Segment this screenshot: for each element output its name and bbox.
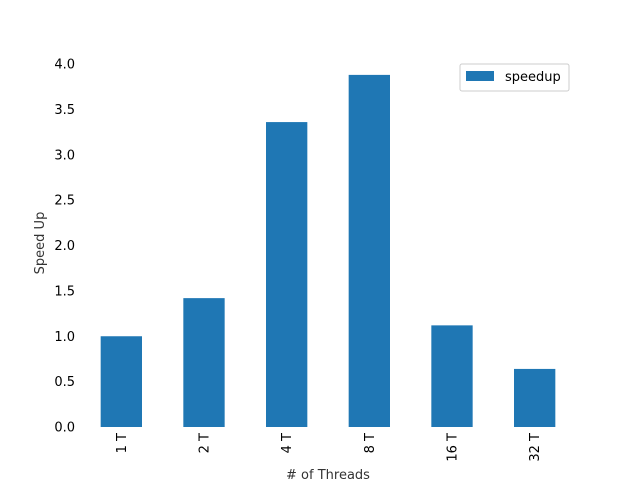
bar-4t (266, 122, 308, 427)
y-axis-label: Speed Up (33, 212, 48, 275)
bar-32t (514, 368, 556, 427)
x-axis-label: # of Threads (286, 468, 370, 480)
y-tick-label: 3.5 (54, 103, 75, 118)
y-tick-label: 3.0 (54, 148, 75, 163)
x-tick-label: 2 T (198, 433, 213, 453)
y-axis-ticks: 0.0 0.5 1.0 1.5 2.0 2.5 3.0 3.5 4.0 (54, 58, 75, 436)
legend-swatch (466, 71, 494, 81)
bar-1t (100, 336, 142, 427)
legend: speedup (459, 63, 570, 92)
bar-8t (348, 74, 390, 427)
legend-label: speedup (505, 70, 561, 85)
y-tick-label: 2.0 (54, 239, 75, 254)
legend-frame (459, 63, 570, 92)
x-tick-label: 32 T (528, 433, 543, 462)
bar-16t (431, 325, 473, 427)
y-tick-label: 0.5 (54, 375, 75, 390)
y-tick-label: 1.0 (54, 330, 75, 345)
x-tick-label: 16 T (446, 433, 461, 462)
y-tick-label: 1.5 (54, 284, 75, 299)
x-axis-ticks: 1 T 2 T 4 T 8 T 16 T 32 T (115, 433, 543, 462)
x-tick-label: 1 T (115, 433, 130, 453)
bar-2t (183, 298, 225, 427)
x-tick-label: 4 T (280, 433, 295, 453)
bars-group (100, 74, 556, 427)
x-tick-label: 8 T (363, 433, 378, 453)
y-tick-label: 0.0 (54, 421, 75, 436)
y-tick-label: 2.5 (54, 194, 75, 209)
y-tick-label: 4.0 (54, 58, 75, 73)
